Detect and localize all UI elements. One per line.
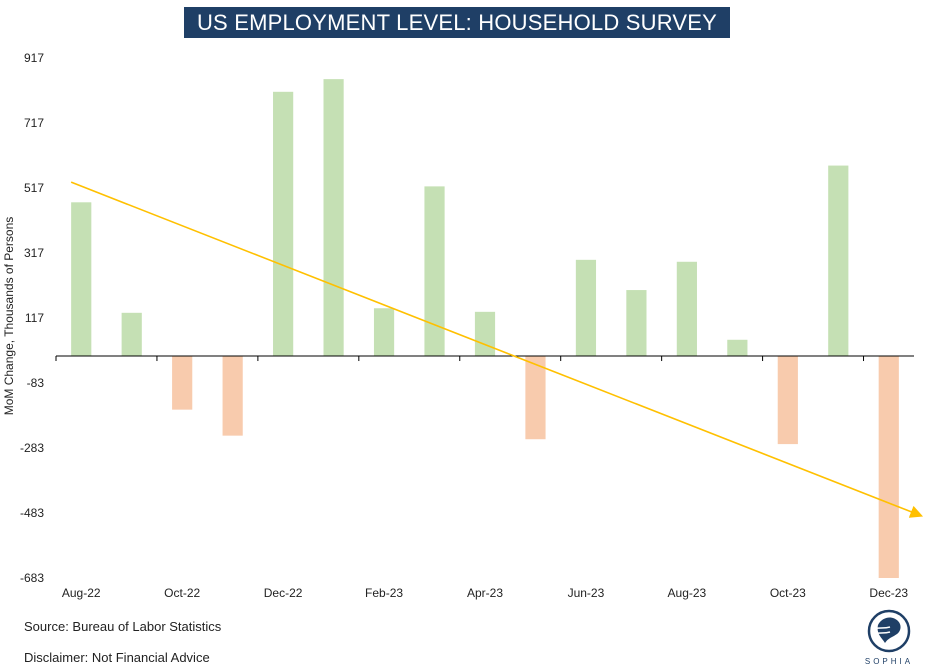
bar	[575, 259, 597, 357]
bar	[727, 339, 748, 357]
bar	[676, 261, 697, 357]
x-tick-label: Dec-23	[869, 586, 908, 600]
source-note: Source: Bureau of Labor Statistics	[24, 619, 222, 634]
bar	[626, 290, 647, 357]
y-tick-label: -483	[20, 506, 44, 520]
bar	[777, 356, 798, 445]
bar	[323, 79, 344, 357]
y-axis-label: MoM Change, Thousands of Persons	[2, 217, 16, 416]
logo-text: SOPHIA	[865, 657, 913, 666]
y-tick-label: -283	[20, 441, 44, 455]
x-tick-label: Aug-22	[62, 586, 101, 600]
bar	[424, 186, 445, 357]
bar	[373, 308, 395, 357]
x-tick-label: Apr-23	[467, 586, 503, 600]
chart-title: US EMPLOYMENT LEVEL: HOUSEHOLD SURVEY	[184, 7, 730, 38]
bar	[273, 91, 294, 357]
disclaimer-note: Disclaimer: Not Financial Advice	[24, 650, 210, 665]
bar	[525, 356, 546, 440]
y-tick-label: 917	[24, 51, 44, 65]
y-tick-label: 517	[24, 181, 44, 195]
y-tick-label: -83	[27, 376, 45, 390]
bar	[828, 165, 849, 357]
y-tick-label: 317	[24, 246, 44, 260]
x-tick-label: Aug-23	[668, 586, 707, 600]
x-tick-label: Oct-23	[770, 586, 806, 600]
y-tick-label: 117	[25, 311, 44, 325]
bar	[474, 311, 496, 357]
x-tick-label: Feb-23	[365, 586, 403, 600]
x-tick-label: Dec-22	[264, 586, 303, 600]
trend-line	[70, 181, 924, 518]
bar	[172, 356, 193, 410]
bar	[222, 356, 243, 436]
bar	[121, 312, 142, 357]
y-tick-label: 717	[24, 116, 44, 130]
bar	[71, 202, 92, 357]
sophia-logo: SOPHIA	[865, 609, 913, 666]
x-tick-label: Oct-22	[164, 586, 200, 600]
bar	[878, 356, 899, 578]
y-tick-label: -683	[20, 571, 44, 585]
x-tick-label: Jun-23	[568, 586, 605, 600]
